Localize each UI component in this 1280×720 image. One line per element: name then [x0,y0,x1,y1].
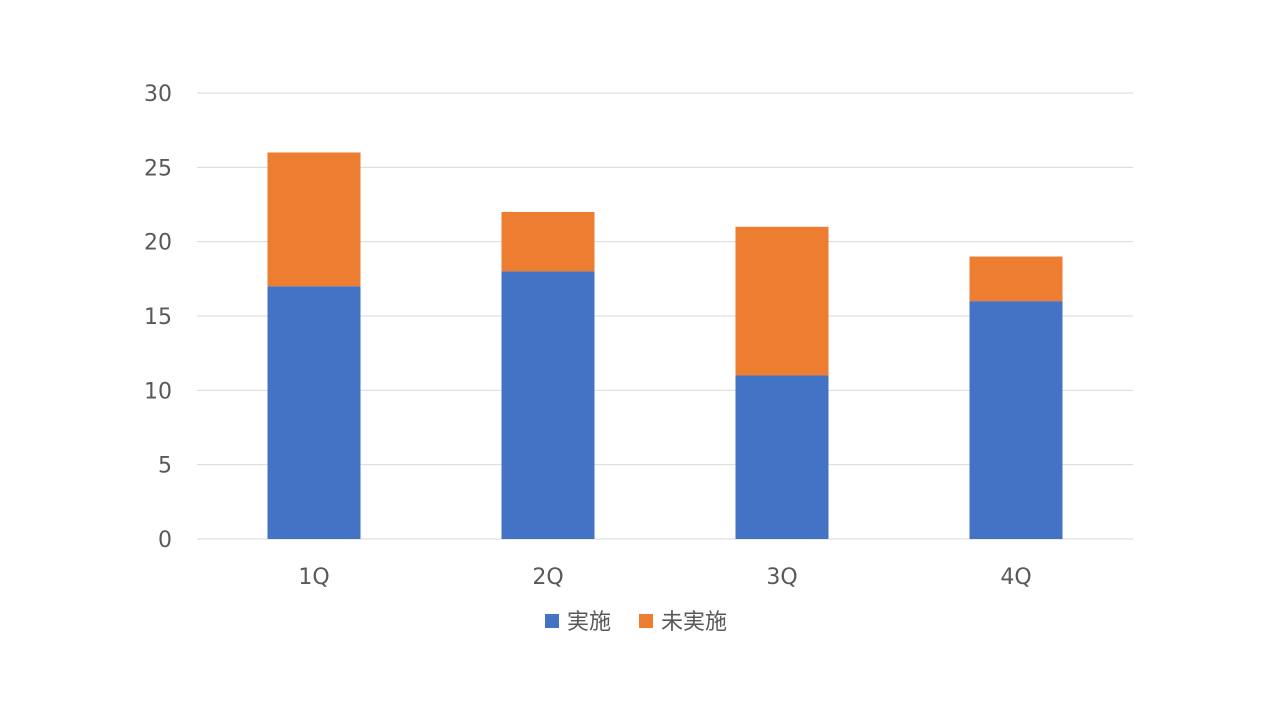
bar-1Q-not-implemented [267,152,361,287]
bar-2Q-implemented [501,271,595,539]
y-tick-label: 25 [144,156,172,181]
x-tick-label: 1Q [298,565,329,590]
x-tick-label: 2Q [532,565,563,590]
x-tick-label: 4Q [1000,565,1031,590]
bar-1Q-implemented [267,286,361,539]
y-tick-label: 0 [158,528,172,553]
bar-4Q-implemented [969,301,1063,539]
legend-swatch [545,614,559,628]
legend-label: 未実施 [661,610,727,635]
bar-3Q-not-implemented [735,226,829,376]
y-tick-label: 20 [144,231,172,256]
legend-swatch [639,614,653,628]
legend-label: 実施 [567,610,611,635]
bars [267,152,1063,539]
bar-4Q-not-implemented [969,256,1063,302]
y-axis-tick-labels: 0 5 10 15 20 25 30 [144,82,172,553]
y-tick-label: 5 [158,454,172,479]
bar-3Q-implemented [735,375,829,539]
x-tick-label: 3Q [766,565,797,590]
y-tick-label: 15 [144,305,172,330]
y-tick-label: 30 [144,82,172,107]
legend: 実施 未実施 [545,610,727,635]
x-axis-tick-labels: 1Q 2Q 3Q 4Q [298,565,1031,590]
y-tick-label: 10 [144,379,172,404]
bar-2Q-not-implemented [501,211,595,272]
